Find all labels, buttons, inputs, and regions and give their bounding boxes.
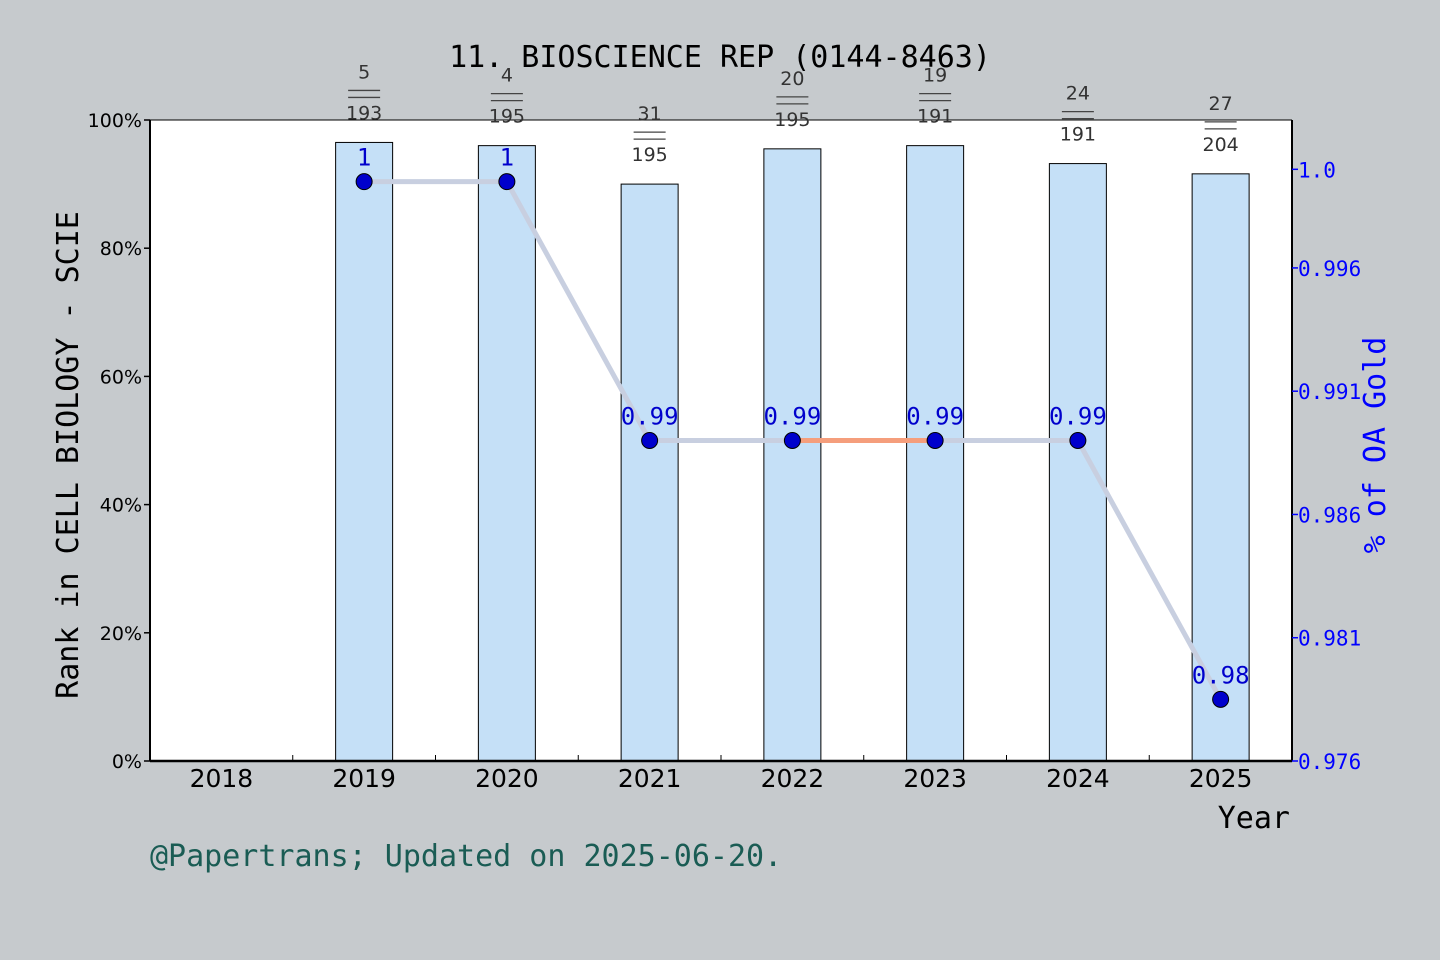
line-segment-2024 [1075, 438, 1224, 702]
bar-total-2019: 193 [346, 102, 382, 124]
bar-total-2021: 195 [631, 144, 667, 166]
bar-rank-2024: 24 [1066, 83, 1090, 105]
x-tick-label-2023: 2023 [903, 764, 967, 793]
right-tick-label: 0.991 [1298, 380, 1361, 404]
line-marker-2022 [783, 432, 801, 449]
bar-total-2022: 195 [774, 109, 810, 131]
right-tick-label: 0.981 [1298, 627, 1361, 651]
bar-2021 [620, 183, 679, 762]
left-tick-label: 20% [100, 623, 142, 645]
bar-2019 [335, 141, 394, 762]
bar-2020 [477, 145, 536, 762]
line-label-2023: 0.99 [906, 403, 964, 431]
x-tick-label-2018: 2018 [190, 764, 254, 793]
bar-2023 [906, 145, 965, 762]
bar-rank-2020: 4 [501, 65, 513, 87]
right-tick-label: 1.0 [1298, 158, 1336, 182]
x-axis-label: Year [1218, 801, 1290, 836]
x-tick-label-2022: 2022 [761, 764, 825, 793]
right-tick-label: 0.976 [1298, 750, 1361, 774]
x-tick-label-2024: 2024 [1046, 764, 1110, 793]
line-label-2019: 1 [357, 144, 371, 172]
labels-layer: 5 193 4 195 31 195 20 195 19 191 24 191 27 204 1 1 0.99 0… [346, 61, 1250, 689]
right-axis-label: % of OA Gold [1358, 337, 1393, 554]
bar-rank-2019: 5 [358, 61, 370, 83]
line-label-2024: 0.99 [1049, 403, 1107, 431]
bar-total-2025: 204 [1202, 134, 1238, 156]
left-tick-label: 80% [100, 238, 142, 260]
x-tick-label-2021: 2021 [618, 764, 682, 793]
x-tick-label-2019: 2019 [332, 764, 396, 793]
axes-layer: 0%20%40%60%80%100%0.9760.9810.9860.9910.… [88, 110, 1362, 793]
footer-text: @Papertrans; Updated on 2025-06-20. [150, 839, 782, 874]
line-label-2025: 0.98 [1192, 661, 1250, 689]
left-tick-label: 100% [88, 110, 142, 132]
bar-rank-2021: 31 [638, 103, 662, 125]
left-tick-label: 0% [112, 751, 142, 773]
line-segment-2020 [504, 179, 653, 443]
bar-2024 [1048, 163, 1107, 762]
x-tick-label-2025: 2025 [1189, 764, 1253, 793]
line-marker-2023 [926, 432, 944, 449]
left-tick-label: 60% [100, 366, 142, 388]
bars-layer [335, 141, 1250, 762]
line-marker-2019 [355, 173, 373, 191]
right-tick-label: 0.996 [1298, 257, 1361, 281]
line-label-2021: 0.99 [621, 403, 679, 431]
line-layer [355, 173, 1230, 708]
x-tick-label-2020: 2020 [475, 764, 539, 793]
line-label-2020: 1 [500, 144, 514, 172]
chart-title: 11. BIOSCIENCE REP (0144-8463) [449, 40, 991, 75]
line-marker-2020 [498, 173, 516, 191]
line-marker-2021 [641, 432, 659, 449]
line-label-2022: 0.99 [763, 403, 821, 431]
line-marker-2025 [1212, 690, 1230, 708]
bar-total-2020: 195 [489, 106, 525, 128]
bar-rank-2025: 27 [1209, 93, 1233, 115]
right-tick-label: 0.986 [1298, 503, 1361, 527]
line-marker-2024 [1069, 432, 1087, 449]
bar-total-2024: 191 [1060, 124, 1096, 146]
bar-rank-2022: 20 [780, 68, 804, 90]
left-tick-label: 40% [100, 495, 142, 517]
bar-total-2023: 191 [917, 106, 953, 128]
bar-2022 [763, 148, 822, 762]
left-axis-label: Rank in CELL BIOLOGY - SCIE [51, 211, 86, 699]
bar-rank-2023: 19 [923, 65, 947, 87]
